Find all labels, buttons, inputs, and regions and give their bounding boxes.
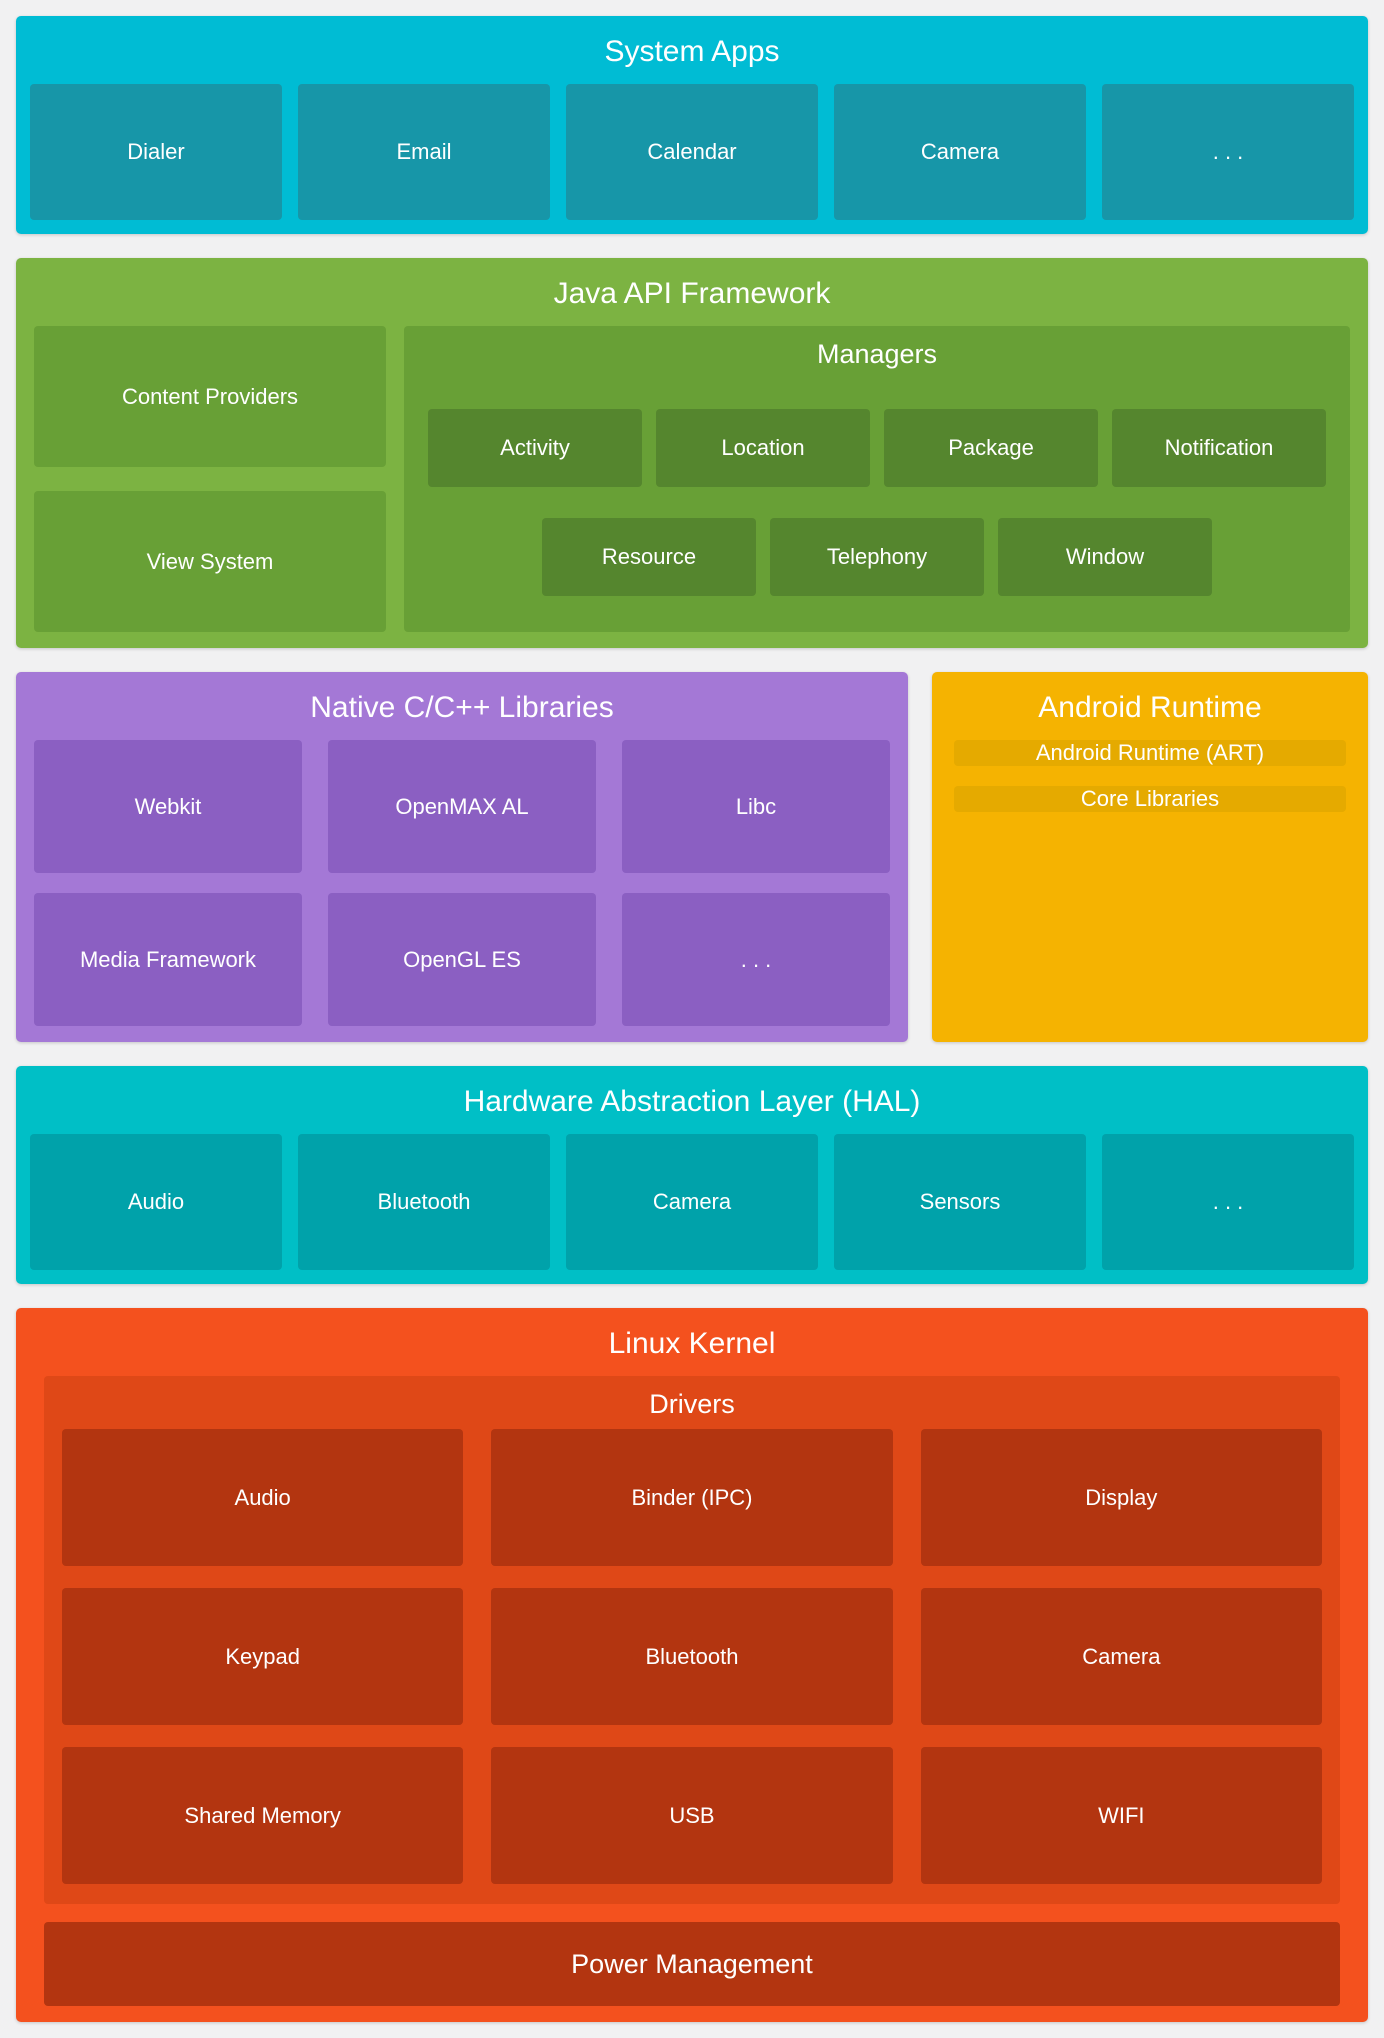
box-apps-ellipsis: . . . xyxy=(1102,84,1354,220)
box-hal-camera: Camera xyxy=(566,1134,818,1270)
managers-row-1: Activity Location Package Notification xyxy=(428,409,1326,488)
box-core-libraries: Core Libraries xyxy=(954,786,1346,812)
box-driver-wifi: WIFI xyxy=(920,1747,1322,1884)
layer-system-apps: System Apps Dialer Email Calendar Camera… xyxy=(16,16,1368,234)
box-driver-display: Display xyxy=(920,1429,1322,1566)
box-notification-manager: Notification xyxy=(1112,409,1326,488)
box-art: Android Runtime (ART) xyxy=(954,740,1346,766)
box-driver-usb: USB xyxy=(491,1747,893,1884)
box-dialer: Dialer xyxy=(30,84,282,220)
drivers-boxes: Audio Binder (IPC) Display Keypad Blueto… xyxy=(62,1429,1322,1884)
box-driver-binder-ipc: Binder (IPC) xyxy=(491,1429,893,1566)
box-driver-audio: Audio xyxy=(62,1429,464,1566)
android-runtime-boxes: Android Runtime (ART) Core Libraries xyxy=(954,740,1346,1026)
drivers-panel: Drivers Audio Binder (IPC) Display Keypa… xyxy=(44,1376,1340,1904)
box-native-ellipsis: . . . xyxy=(622,893,890,1026)
layer-java-api-framework: Java API Framework Content Providers Vie… xyxy=(16,258,1368,648)
hal-title: Hardware Abstraction Layer (HAL) xyxy=(463,1085,921,1118)
box-driver-camera: Camera xyxy=(920,1588,1322,1725)
layer-linux-kernel: Linux Kernel Drivers Audio Binder (IPC) … xyxy=(16,1308,1368,2022)
box-package-manager: Package xyxy=(884,409,1098,488)
box-hal-audio: Audio xyxy=(30,1134,282,1270)
box-content-providers: Content Providers xyxy=(34,326,386,467)
layer-android-runtime: Android Runtime Android Runtime (ART) Co… xyxy=(932,672,1368,1042)
box-opengl-es: OpenGL ES xyxy=(328,893,596,1026)
native-libraries-boxes: Webkit OpenMAX AL Libc Media Framework O… xyxy=(34,740,890,1026)
java-api-content: Content Providers View System Managers A… xyxy=(34,326,1350,632)
box-driver-keypad: Keypad xyxy=(62,1588,464,1725)
box-hal-ellipsis: . . . xyxy=(1102,1134,1354,1270)
box-media-framework: Media Framework xyxy=(34,893,302,1026)
java-api-left-column: Content Providers View System xyxy=(34,326,386,632)
box-activity-manager: Activity xyxy=(428,409,642,488)
box-window-manager: Window xyxy=(998,517,1212,596)
managers-row-2: Resource Telephony Window xyxy=(428,517,1326,596)
box-hal-sensors: Sensors xyxy=(834,1134,1086,1270)
managers-rows: Activity Location Package Notification R… xyxy=(428,379,1326,632)
box-openmax-al: OpenMAX AL xyxy=(328,740,596,873)
box-power-management: Power Management xyxy=(44,1922,1340,2006)
box-telephony-manager: Telephony xyxy=(770,517,984,596)
box-location-manager: Location xyxy=(656,409,870,488)
system-apps-title: System Apps xyxy=(604,35,780,68)
drivers-title: Drivers xyxy=(649,1389,735,1419)
android-runtime-title: Android Runtime xyxy=(1038,691,1262,724)
middle-row: Native C/C++ Libraries Webkit OpenMAX AL… xyxy=(16,672,1368,1042)
box-email: Email xyxy=(298,84,550,220)
system-apps-boxes: Dialer Email Calendar Camera . . . xyxy=(30,84,1354,220)
box-calendar: Calendar xyxy=(566,84,818,220)
box-view-system: View System xyxy=(34,491,386,632)
linux-kernel-title: Linux Kernel xyxy=(608,1327,776,1360)
box-libc: Libc xyxy=(622,740,890,873)
java-api-title: Java API Framework xyxy=(553,277,831,310)
managers-panel: Managers Activity Location Package Notif… xyxy=(404,326,1350,632)
native-libraries-title: Native C/C++ Libraries xyxy=(310,691,614,724)
box-driver-bluetooth: Bluetooth xyxy=(491,1588,893,1725)
layer-hal: Hardware Abstraction Layer (HAL) Audio B… xyxy=(16,1066,1368,1284)
managers-title: Managers xyxy=(816,339,938,369)
layer-native-libraries: Native C/C++ Libraries Webkit OpenMAX AL… xyxy=(16,672,908,1042)
hal-boxes: Audio Bluetooth Camera Sensors . . . xyxy=(30,1134,1354,1270)
box-driver-shared-memory: Shared Memory xyxy=(62,1747,464,1884)
box-resource-manager: Resource xyxy=(542,517,756,596)
box-camera-app: Camera xyxy=(834,84,1086,220)
box-hal-bluetooth: Bluetooth xyxy=(298,1134,550,1270)
box-webkit: Webkit xyxy=(34,740,302,873)
